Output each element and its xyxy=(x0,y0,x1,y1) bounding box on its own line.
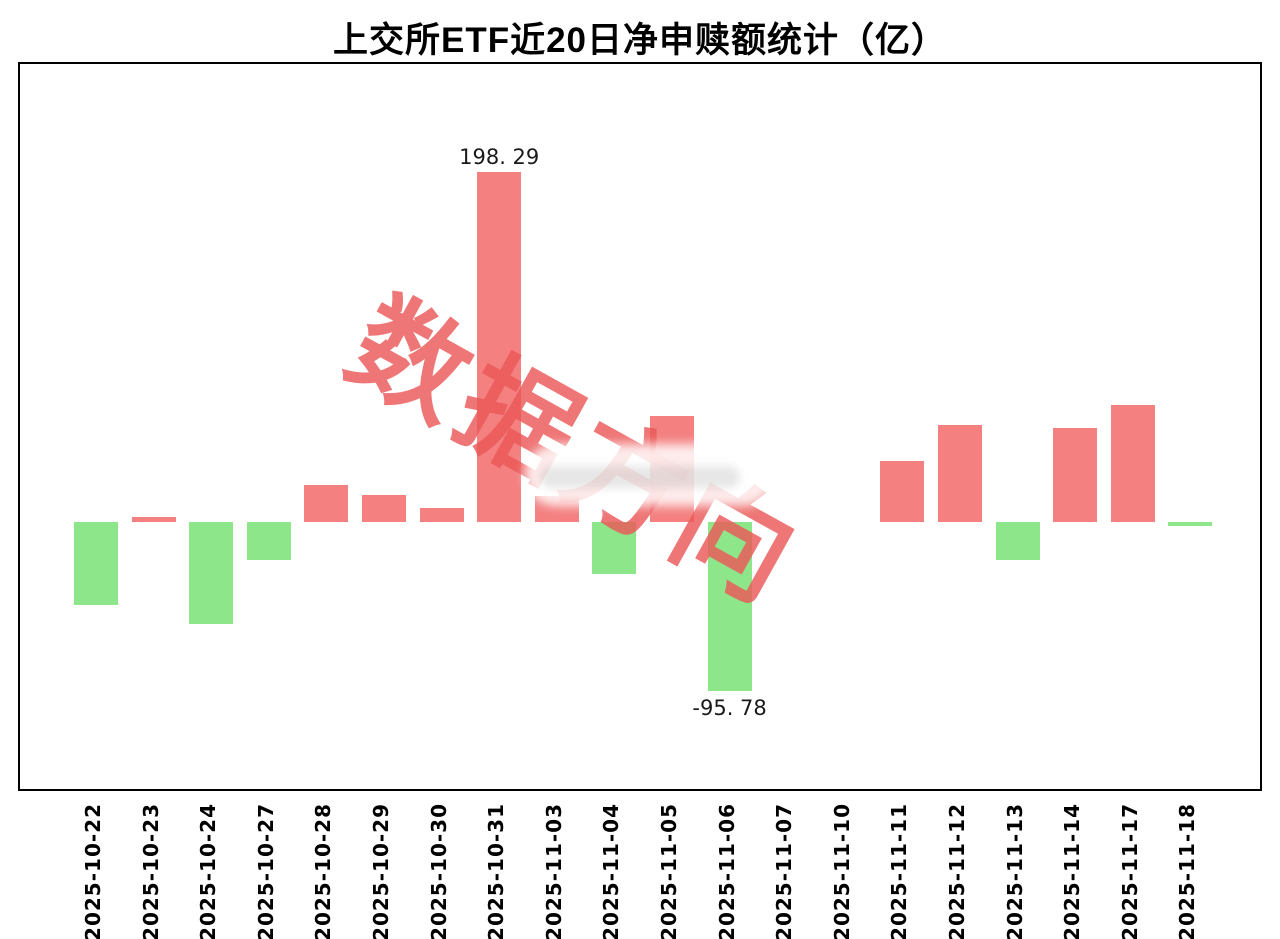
min-value-label: -95. 78 xyxy=(692,696,767,721)
bar-2025-11-12 xyxy=(938,424,982,522)
bar-2025-10-23 xyxy=(131,516,176,522)
bar-2025-10-27 xyxy=(246,522,291,560)
x-tick-label-2025-11-07: 2025-11-07 xyxy=(772,803,797,939)
x-tick-label-2025-11-05: 2025-11-05 xyxy=(657,803,681,939)
plot-area: 数据方向 198. 29 -95. 78 xyxy=(18,62,1262,791)
x-tick-label-2025-10-31: 2025-10-31 xyxy=(484,803,509,939)
bar-2025-10-28 xyxy=(304,484,349,522)
x-tick-label-2025-10-28: 2025-10-28 xyxy=(311,803,336,939)
bar-2025-11-13 xyxy=(995,522,1040,560)
x-tick-label-2025-11-06: 2025-11-06 xyxy=(714,803,739,939)
x-tick-label-2025-11-10: 2025-11-10 xyxy=(829,803,854,939)
bar-2025-10-30 xyxy=(419,507,464,522)
x-tick-label-2025-10-23: 2025-10-23 xyxy=(138,803,163,939)
smudge-streak xyxy=(540,466,740,488)
bar-2025-10-24 xyxy=(189,522,234,625)
x-tick-label-2025-10-29: 2025-10-29 xyxy=(369,803,393,939)
x-tick-label-2025-11-03: 2025-11-03 xyxy=(541,803,566,939)
bar-2025-10-29 xyxy=(362,494,406,522)
x-tick-label-2025-10-27: 2025-10-27 xyxy=(253,803,278,939)
x-tick-label-2025-11-12: 2025-11-12 xyxy=(945,803,969,939)
x-tick-label-2025-11-11: 2025-11-11 xyxy=(887,803,912,939)
bar-2025-11-11 xyxy=(880,460,925,522)
x-tick-label-2025-11-13: 2025-11-13 xyxy=(1002,803,1027,939)
bar-2025-10-22 xyxy=(74,522,118,605)
bar-2025-11-06 xyxy=(707,522,752,692)
x-tick-label-2025-11-14: 2025-11-14 xyxy=(1060,803,1085,939)
max-value-label: 198. 29 xyxy=(459,145,540,169)
x-tick-label-2025-10-22: 2025-10-22 xyxy=(81,803,105,939)
bar-2025-11-04 xyxy=(592,522,637,575)
smudge-overlay xyxy=(525,444,775,506)
x-tick-label-2025-11-18: 2025-11-18 xyxy=(1175,803,1200,939)
x-tick-label-2025-10-30: 2025-10-30 xyxy=(426,803,451,939)
bar-2025-11-18 xyxy=(1168,522,1213,527)
x-tick-label-2025-11-17: 2025-11-17 xyxy=(1117,803,1142,939)
bar-2025-10-31 xyxy=(477,172,522,522)
bar-2025-11-14 xyxy=(1053,427,1098,522)
chart-title: 上交所ETF近20日净申赎额统计（亿） xyxy=(332,21,948,60)
x-tick-label-2025-10-24: 2025-10-24 xyxy=(196,803,221,939)
x-tick-label-2025-11-04: 2025-11-04 xyxy=(599,803,624,939)
bar-2025-11-17 xyxy=(1110,404,1155,522)
